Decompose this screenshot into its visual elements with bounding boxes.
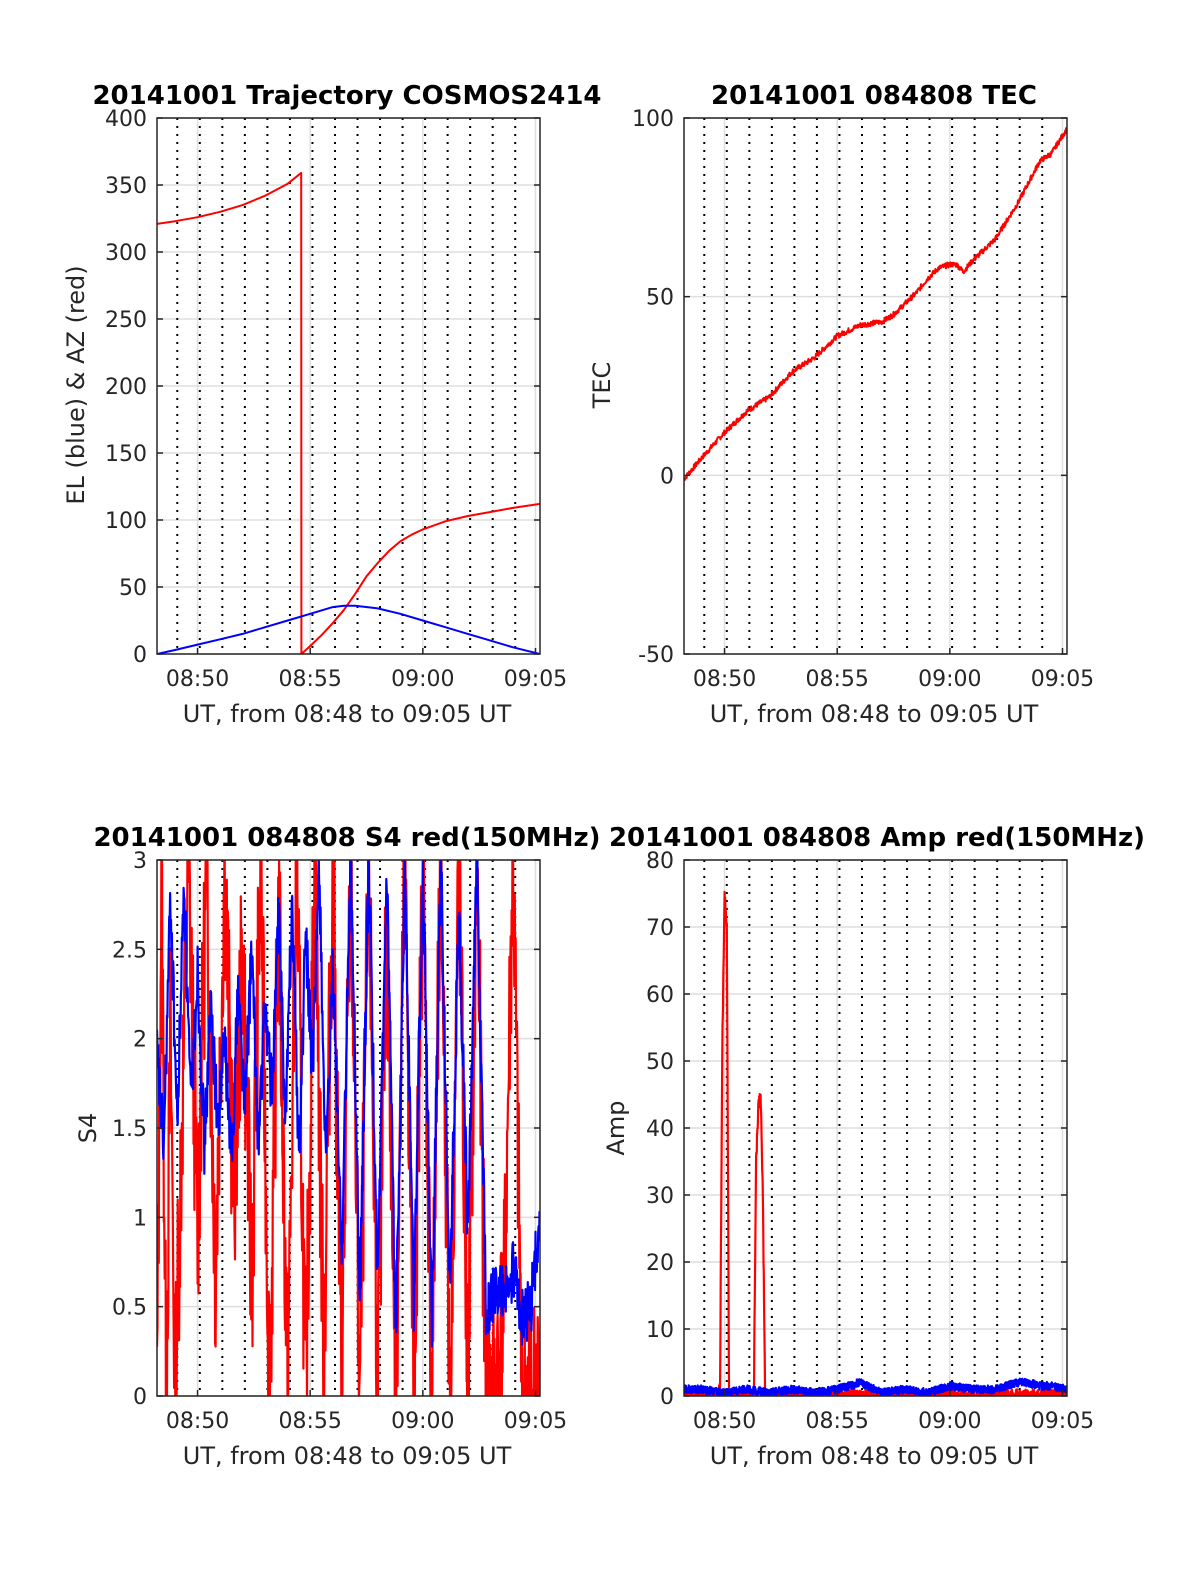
- y-tick-label: 300: [105, 241, 147, 266]
- y-tick-label: 80: [646, 849, 674, 874]
- x-axis-label: UT, from 08:48 to 09:05 UT: [710, 700, 1039, 728]
- series-group: [157, 171, 540, 654]
- chart-title: 20141001 084808 Amp red(150MHz): [609, 823, 1145, 853]
- y-axis-label: Amp: [602, 1100, 630, 1155]
- series-group: [684, 890, 1067, 1396]
- y-tick-label: 60: [646, 983, 674, 1008]
- y-tick-label: 0: [133, 1385, 147, 1410]
- series-line-red: [157, 171, 540, 654]
- y-tick-label: 50: [646, 286, 674, 311]
- y-tick-label: 150: [105, 442, 147, 467]
- y-tick-label: 400: [105, 107, 147, 132]
- x-tick-label: 08:55: [805, 667, 868, 692]
- x-tick-label: 09:00: [918, 667, 981, 692]
- series-group: [684, 127, 1067, 481]
- x-tick-label: 09:05: [504, 667, 567, 692]
- plot-area: [684, 118, 1067, 654]
- x-tick-label: 08:50: [166, 1409, 229, 1434]
- y-tick-label: 20: [646, 1251, 674, 1276]
- chart-s4: 20141001 084808 S4 red(150MHz) S4 UT, fr…: [74, 823, 601, 1470]
- x-axis-label: UT, from 08:48 to 09:05 UT: [183, 1442, 512, 1470]
- y-tick-label: 10: [646, 1318, 674, 1343]
- y-tick-label: 100: [632, 107, 674, 132]
- x-axis-label: UT, from 08:48 to 09:05 UT: [183, 700, 512, 728]
- y-tick-label: 40: [646, 1117, 674, 1142]
- y-tick-label: 0: [660, 464, 674, 489]
- y-tick-label: 350: [105, 174, 147, 199]
- x-tick-label: 09:05: [504, 1409, 567, 1434]
- x-tick-label: 09:05: [1031, 1409, 1094, 1434]
- y-tick-label: 0: [660, 1385, 674, 1410]
- y-axis-label: EL (blue) & AZ (red): [62, 265, 90, 504]
- chart-title: 20141001 084808 TEC: [711, 81, 1037, 111]
- x-tick-label: 09:00: [391, 667, 454, 692]
- x-tick-label: 08:55: [278, 667, 341, 692]
- y-tick-label: 70: [646, 916, 674, 941]
- y-tick-label: 1.5: [112, 1117, 147, 1142]
- y-tick-label: 2.5: [112, 938, 147, 963]
- y-axis-label: S4: [74, 1113, 102, 1144]
- y-tick-label: 50: [119, 576, 147, 601]
- x-tick-label: 08:50: [693, 1409, 756, 1434]
- series-line-blue: [684, 1377, 1067, 1396]
- y-axis-label: TEC: [588, 362, 616, 410]
- x-tick-label: 09:00: [391, 1409, 454, 1434]
- series-line-red: [684, 127, 1067, 481]
- series-group: [157, 860, 540, 1396]
- y-tick-label: -50: [638, 643, 674, 668]
- chart-amp: 20141001 084808 Amp red(150MHz) Amp UT, …: [602, 823, 1145, 1470]
- y-tick-label: 250: [105, 308, 147, 333]
- y-tick-label: 3: [133, 849, 147, 874]
- chart-title: 20141001 084808 S4 red(150MHz): [93, 823, 600, 853]
- chart-title: 20141001 Trajectory COSMOS2414: [92, 81, 601, 111]
- y-tick-label: 2: [133, 1028, 147, 1053]
- y-tick-label: 1: [133, 1206, 147, 1231]
- x-tick-label: 09:00: [918, 1409, 981, 1434]
- y-tick-label: 0: [133, 643, 147, 668]
- chart-trajectory: 20141001 Trajectory COSMOS2414 EL (blue)…: [62, 81, 602, 728]
- series-line-blue: [157, 860, 540, 1348]
- x-tick-label: 08:55: [805, 1409, 868, 1434]
- x-tick-label: 08:55: [278, 1409, 341, 1434]
- x-tick-label: 08:50: [166, 667, 229, 692]
- y-tick-label: 200: [105, 375, 147, 400]
- y-tick-label: 100: [105, 509, 147, 534]
- series-line-red: [684, 890, 1067, 1396]
- x-axis-label: UT, from 08:48 to 09:05 UT: [710, 1442, 1039, 1470]
- series-line-blue: [157, 604, 540, 654]
- x-tick-label: 08:50: [693, 667, 756, 692]
- y-tick-label: 30: [646, 1184, 674, 1209]
- y-tick-label: 0.5: [112, 1296, 147, 1321]
- chart-tec: 20141001 084808 TEC TEC UT, from 08:48 t…: [588, 81, 1094, 728]
- y-tick-label: 50: [646, 1050, 674, 1075]
- axes-frame: [683, 117, 1068, 655]
- x-tick-label: 09:05: [1031, 667, 1094, 692]
